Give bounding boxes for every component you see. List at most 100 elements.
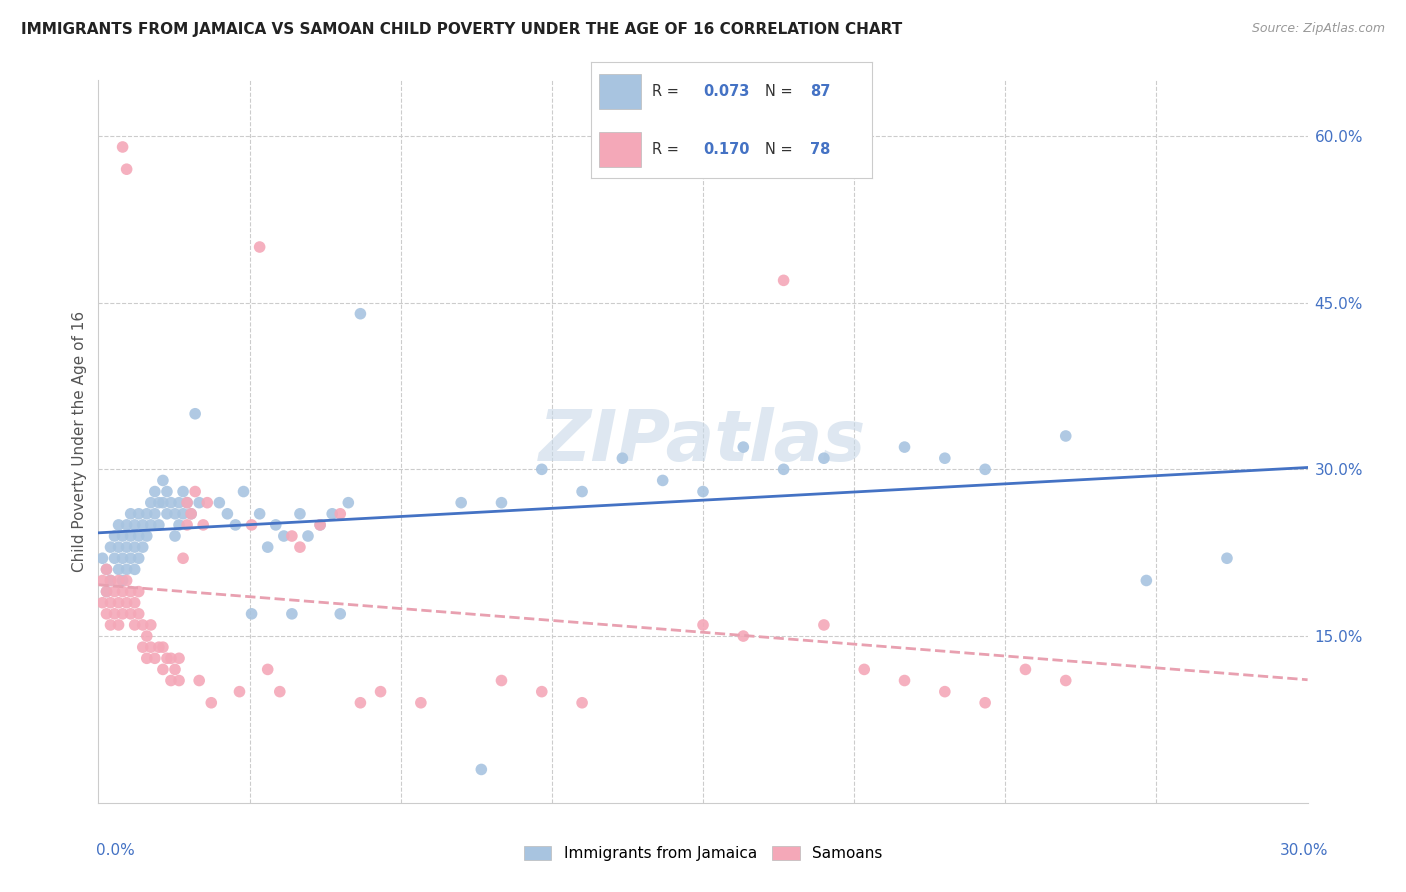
Point: [152, 496, 174, 510]
Point: [176, 496, 198, 510]
Point: [100, 574, 122, 588]
Point: [1054, 429, 1077, 443]
Point: [288, 507, 311, 521]
Point: [172, 484, 194, 499]
Point: [269, 684, 291, 698]
Point: [111, 584, 134, 599]
Point: [124, 618, 146, 632]
Point: [1216, 551, 1239, 566]
Point: [256, 540, 278, 554]
Point: [143, 507, 166, 521]
Point: [132, 540, 155, 554]
Point: [281, 607, 304, 621]
Point: [167, 496, 190, 510]
Point: [107, 618, 129, 632]
Point: [337, 496, 360, 510]
Point: [148, 496, 170, 510]
Point: [167, 651, 190, 665]
Point: [128, 507, 150, 521]
Point: [195, 496, 218, 510]
Point: [172, 551, 194, 566]
Point: [167, 673, 190, 688]
Point: [1014, 662, 1036, 676]
Point: [107, 517, 129, 532]
Point: [135, 507, 157, 521]
Point: [135, 629, 157, 643]
Point: [450, 496, 472, 510]
Point: [853, 662, 876, 676]
Point: [264, 517, 287, 532]
Point: [128, 584, 150, 599]
Point: [692, 618, 714, 632]
Point: [612, 451, 634, 466]
Point: [893, 440, 915, 454]
Point: [107, 596, 129, 610]
Point: [96, 562, 118, 576]
Point: [321, 507, 343, 521]
Point: [115, 574, 138, 588]
Point: [128, 551, 150, 566]
FancyBboxPatch shape: [599, 74, 641, 109]
Point: [491, 673, 513, 688]
Point: [249, 240, 271, 254]
Point: [1135, 574, 1157, 588]
Point: [115, 562, 138, 576]
Point: [180, 507, 202, 521]
Point: [188, 673, 211, 688]
Text: Source: ZipAtlas.com: Source: ZipAtlas.com: [1251, 22, 1385, 36]
Point: [103, 607, 125, 621]
Point: [160, 673, 183, 688]
Point: [1054, 673, 1077, 688]
Point: [172, 507, 194, 521]
Point: [184, 484, 207, 499]
Text: 0.0%: 0.0%: [96, 843, 135, 858]
Point: [103, 551, 125, 566]
Point: [309, 517, 332, 532]
Point: [100, 540, 122, 554]
Point: [530, 684, 553, 698]
Point: [893, 673, 915, 688]
Point: [120, 507, 142, 521]
Text: N =: N =: [765, 142, 797, 157]
Point: [180, 507, 202, 521]
Point: [152, 662, 174, 676]
Text: 87: 87: [810, 84, 830, 99]
Point: [349, 696, 371, 710]
Point: [124, 596, 146, 610]
Point: [273, 529, 295, 543]
Point: [193, 517, 215, 532]
Point: [96, 562, 118, 576]
Point: [309, 517, 332, 532]
Point: [156, 507, 179, 521]
Point: [176, 517, 198, 532]
Point: [111, 607, 134, 621]
Point: [120, 607, 142, 621]
Point: [409, 696, 432, 710]
Text: 78: 78: [810, 142, 830, 157]
Point: [91, 551, 114, 566]
Point: [167, 517, 190, 532]
Point: [184, 407, 207, 421]
Point: [160, 496, 183, 510]
Text: 0.170: 0.170: [703, 142, 749, 157]
Point: [571, 484, 593, 499]
Point: [208, 496, 231, 510]
Point: [160, 651, 183, 665]
Point: [200, 696, 222, 710]
Point: [152, 640, 174, 655]
Point: [188, 496, 211, 510]
Point: [240, 517, 263, 532]
Point: [224, 517, 246, 532]
Point: [297, 529, 319, 543]
Point: [692, 484, 714, 499]
Text: 0.073: 0.073: [703, 84, 749, 99]
Point: [240, 607, 263, 621]
Point: [163, 507, 186, 521]
Text: R =: R =: [652, 142, 683, 157]
Point: [152, 474, 174, 488]
Point: [733, 629, 755, 643]
Point: [111, 574, 134, 588]
Text: N =: N =: [765, 84, 797, 99]
Point: [139, 618, 162, 632]
Point: [813, 618, 835, 632]
